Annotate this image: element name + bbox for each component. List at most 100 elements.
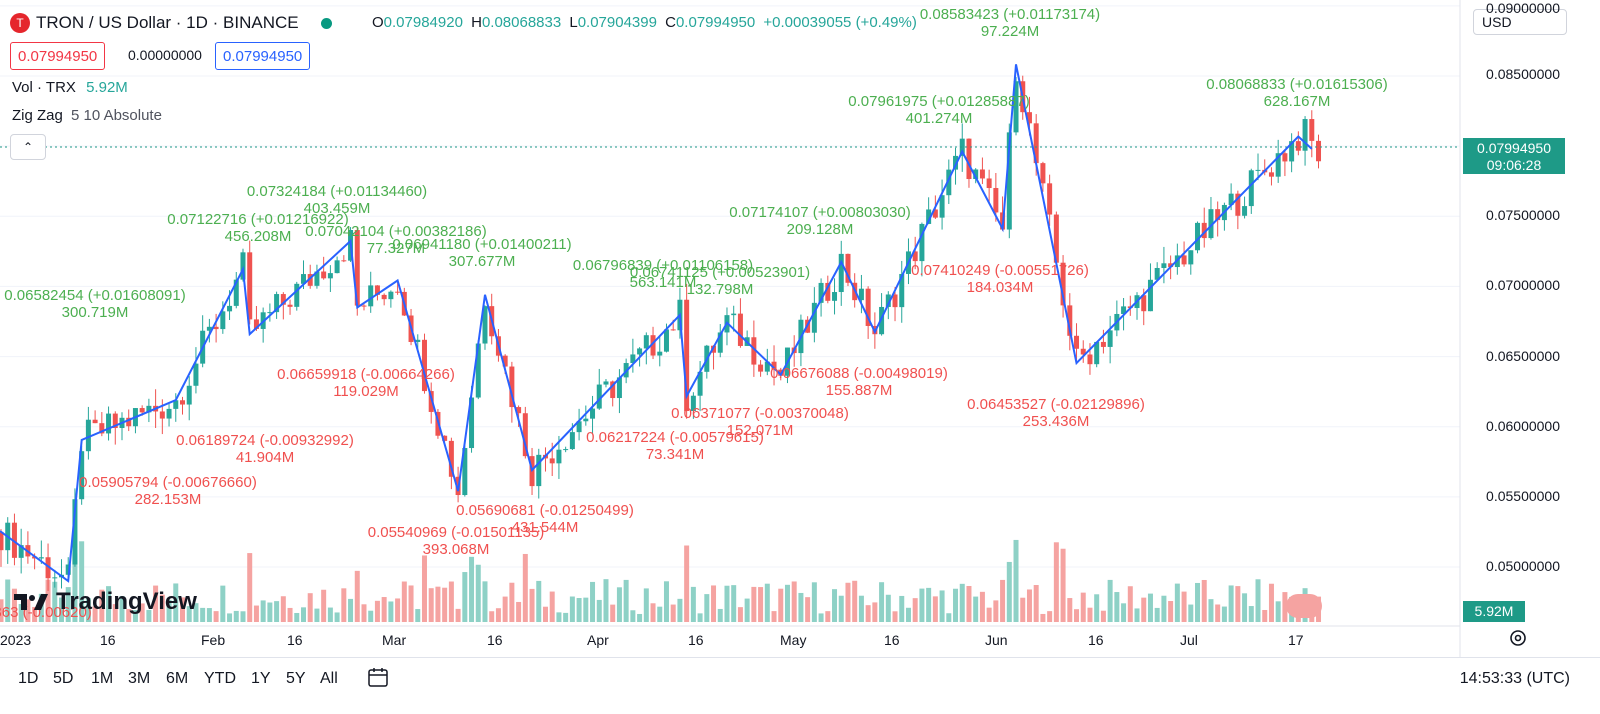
range-button-1d[interactable]: 1D: [18, 670, 39, 687]
volume-bar: [1074, 609, 1080, 622]
candle: [1168, 263, 1174, 268]
range-button-3m[interactable]: 3M: [128, 670, 151, 687]
volume-bar: [1221, 606, 1227, 622]
candle: [428, 391, 434, 412]
volume-bar: [1262, 609, 1268, 622]
volume-bar: [650, 603, 656, 622]
volume-bar: [932, 596, 938, 622]
candle: [845, 253, 851, 283]
candle: [1047, 183, 1053, 215]
time-axis-label: 16: [884, 632, 900, 648]
zigzag-low-label: 0.06189724 (-0.00932992) 41.904M: [176, 432, 354, 466]
candle: [166, 408, 172, 419]
volume-bar: [354, 570, 360, 622]
range-button-6m[interactable]: 6M: [166, 670, 189, 687]
volume-bar: [1040, 613, 1046, 622]
volume-bar: [233, 610, 239, 622]
candle: [206, 326, 212, 331]
volume-bar: [596, 599, 602, 622]
candle: [865, 288, 871, 326]
candle: [253, 319, 259, 329]
clock-readout[interactable]: 14:53:33 (UTC): [1459, 670, 1570, 687]
volume-bar: [1100, 610, 1106, 622]
candle: [186, 385, 192, 405]
gear-icon[interactable]: [1508, 628, 1528, 648]
volume-bar: [173, 583, 179, 622]
volume-bar: [865, 605, 871, 622]
volume-bar: [1215, 604, 1221, 622]
volume-bar: [751, 586, 757, 622]
volume-bar: [314, 608, 320, 622]
volume-bar: [361, 604, 367, 622]
candle: [79, 451, 85, 500]
range-button-1y[interactable]: 1Y: [251, 670, 271, 687]
market-status-icon: [320, 17, 332, 29]
zigzag-high-label: 0.08583423 (+0.01173174) 97.224M: [919, 6, 1101, 40]
volume-bar: [845, 582, 851, 622]
flag-icon[interactable]: [1286, 594, 1322, 618]
volume-bar: [179, 597, 185, 622]
candle: [1161, 263, 1167, 268]
volume-bar: [1174, 583, 1180, 622]
collapse-legend-button[interactable]: ⌃: [10, 134, 46, 160]
volume-bar: [1080, 592, 1086, 622]
volume-bar: [610, 604, 616, 622]
volume-bar: [1154, 607, 1160, 622]
candle: [1074, 335, 1080, 349]
tron-logo-icon: T: [10, 13, 30, 33]
zigzag-low-label: 0.05540969 (-0.01501135) 393.068M: [367, 524, 545, 558]
candle: [1268, 172, 1274, 177]
candle: [569, 432, 575, 450]
volume-bar: [542, 606, 548, 622]
volume-bar: [1127, 586, 1133, 622]
volume-bar: [919, 588, 925, 622]
volume-bar: [879, 582, 885, 622]
volume-bar: [11, 588, 17, 622]
volume-bar: [1000, 579, 1006, 622]
volume-bar: [1255, 579, 1261, 622]
zigzag-high-label: 0.07324184 (+0.01134460) 403.459M: [246, 183, 428, 217]
buy-price-box[interactable]: 0.07994950: [215, 42, 311, 70]
ohlc-readout: O0.07984920 H0.08068833 L0.07904399 C0.0…: [372, 14, 917, 31]
volume-indicator-legend[interactable]: Vol · TRX 5.92M: [12, 79, 128, 96]
price-scale-label: 0.08500000: [1486, 66, 1560, 82]
candle: [1309, 119, 1315, 141]
sell-price-box[interactable]: 0.07994950: [10, 42, 106, 70]
currency-select[interactable]: USD: [1473, 9, 1567, 35]
volume-bar: [744, 598, 750, 622]
range-button-5d[interactable]: 5D: [53, 670, 74, 687]
candle: [85, 419, 91, 452]
tradingview-logo[interactable]: TradingView: [12, 588, 197, 616]
candle: [556, 449, 562, 464]
candle: [912, 251, 918, 262]
volume-bar: [119, 596, 125, 622]
volume-bar: [1094, 594, 1100, 622]
candle: [536, 454, 542, 487]
candle: [993, 188, 999, 213]
candle: [1033, 123, 1039, 164]
volume-bar: [892, 611, 898, 622]
zigzag-indicator-legend[interactable]: Zig Zag 5 10 Absolute: [12, 107, 162, 124]
candle: [1282, 153, 1288, 162]
range-button-1m[interactable]: 1M: [91, 670, 114, 687]
volume-bar: [1228, 585, 1234, 622]
time-axis-label: Mar: [382, 632, 407, 648]
date-range-icon[interactable]: [366, 666, 392, 690]
candle: [1013, 81, 1019, 133]
candle: [596, 384, 602, 409]
zigzag-high-label: 0.07961975 (+0.01285887) 401.274M: [848, 93, 1030, 127]
candle: [690, 395, 696, 412]
range-button-5y[interactable]: 5Y: [286, 670, 306, 687]
zigzag-low-label: 0.07410249 (-0.00551726) 184.034M: [911, 262, 1089, 296]
volume-bar: [623, 579, 629, 622]
volume-bar: [146, 609, 152, 622]
volume-bar: [274, 601, 280, 622]
candle: [630, 354, 636, 364]
range-button-all[interactable]: All: [320, 670, 338, 687]
volume-bar: [1053, 542, 1059, 622]
time-axis-label: 17: [1288, 632, 1304, 648]
volume-bar: [227, 613, 233, 622]
range-button-ytd[interactable]: YTD: [204, 670, 236, 687]
zigzag-high-label: 0.08068833 (+0.01615306) 628.167M: [1206, 76, 1388, 110]
symbol-title[interactable]: T TRON / US Dollar · 1D · BINANCE: [10, 12, 332, 34]
